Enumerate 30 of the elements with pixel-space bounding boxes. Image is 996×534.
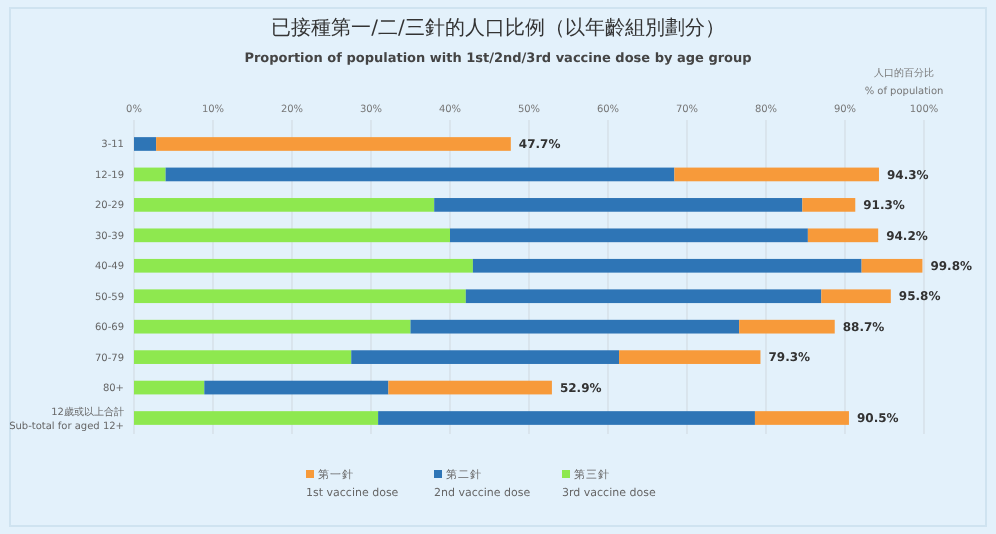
bar [739, 319, 835, 334]
bar [802, 198, 856, 212]
bar [165, 167, 675, 182]
bar [465, 289, 822, 304]
bar [156, 137, 511, 151]
bar [134, 380, 205, 395]
bar [134, 411, 379, 425]
bar [674, 167, 879, 182]
bar [388, 380, 552, 395]
bar [378, 411, 755, 425]
bar [807, 228, 879, 243]
bar [134, 319, 411, 334]
bar [754, 411, 849, 425]
bar [351, 350, 620, 364]
bar [472, 258, 862, 273]
bar [134, 228, 450, 243]
chart-title: 已接種第一/二/三針的人口比例（以年齡組別劃分） [271, 16, 725, 40]
bar [134, 289, 466, 304]
bar [134, 258, 473, 273]
bar [450, 228, 808, 243]
bar [619, 350, 761, 364]
bar [134, 198, 435, 212]
bar [861, 258, 923, 273]
bar [134, 350, 352, 364]
bar [434, 198, 803, 212]
bar [134, 137, 157, 151]
bar [821, 289, 891, 304]
bar [410, 319, 740, 334]
bar [134, 167, 166, 182]
bar [204, 380, 389, 395]
